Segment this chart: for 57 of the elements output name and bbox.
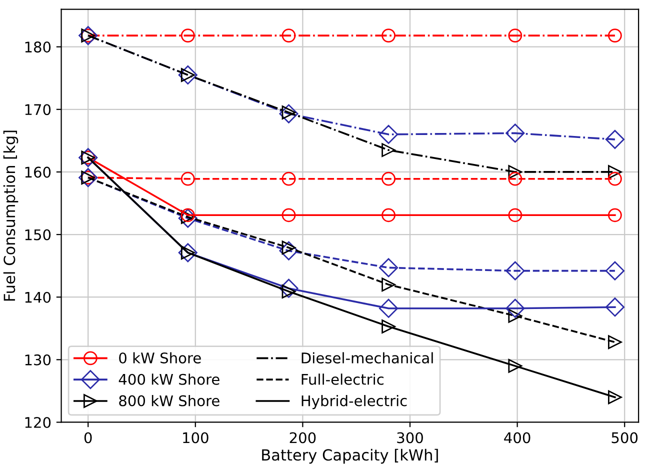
legend-label: Diesel-mechanical — [302, 352, 433, 364]
point — [282, 208, 296, 222]
point — [608, 28, 622, 43]
point — [282, 172, 296, 186]
point — [279, 104, 298, 124]
y-tick-label: 120 — [25, 416, 51, 428]
point — [605, 298, 624, 317]
point — [608, 208, 622, 222]
point — [282, 28, 296, 43]
point — [508, 208, 522, 222]
legend-label: 800 kW Shore — [119, 395, 220, 406]
point — [608, 165, 622, 179]
y-tick-label: 140 — [25, 292, 51, 303]
point — [508, 172, 522, 186]
x-tick-label: 200 — [290, 432, 316, 444]
legend-label: 400 kW Shore — [118, 374, 220, 385]
y-tick-label: 160 — [25, 166, 51, 178]
point — [382, 172, 396, 186]
point — [508, 358, 522, 373]
point — [178, 208, 198, 228]
legend-label: 0 kW Shore — [119, 352, 201, 364]
legend-label: Hybrid-electric — [302, 395, 407, 410]
x-tick-label: 500 — [612, 432, 638, 444]
point — [605, 130, 624, 149]
x-tick-label: 400 — [504, 432, 530, 444]
point — [178, 65, 198, 85]
point — [382, 208, 396, 222]
point — [379, 298, 398, 318]
point — [608, 172, 622, 186]
x-tick-label: 100 — [183, 432, 208, 444]
point — [379, 258, 398, 278]
point — [180, 28, 195, 43]
x-tick-label: 300 — [397, 432, 423, 444]
point — [605, 261, 624, 280]
point — [382, 143, 396, 158]
point — [382, 320, 396, 334]
point — [506, 298, 525, 318]
point — [379, 124, 398, 144]
point — [382, 278, 396, 292]
legend-label: Full-electric — [302, 374, 384, 385]
point — [382, 28, 396, 43]
point — [608, 335, 622, 350]
x-axis-title: Battery Capacity [kWh] — [262, 448, 438, 464]
y-tick-label: 170 — [25, 104, 51, 116]
point — [506, 261, 525, 280]
y-tick-label: 180 — [25, 42, 51, 53]
point — [508, 28, 522, 43]
point — [608, 390, 622, 404]
point — [180, 172, 195, 186]
y-tick-label: 150 — [25, 229, 51, 240]
y-tick-label: 130 — [25, 354, 51, 366]
y-axis-title: Fuel Consumption [kg] — [3, 130, 18, 301]
point — [279, 278, 298, 298]
point — [506, 124, 525, 143]
point — [508, 165, 522, 179]
point — [279, 241, 298, 260]
x-tick-label: 0 — [84, 432, 92, 444]
